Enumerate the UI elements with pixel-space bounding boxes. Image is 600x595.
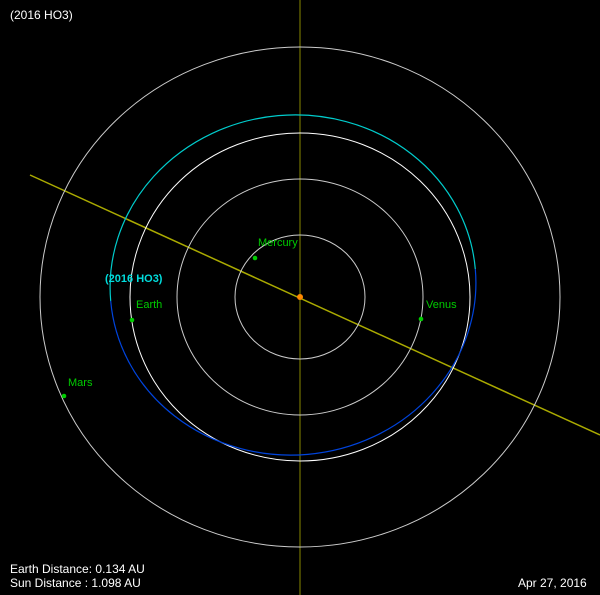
earth-distance-value: 0.134 AU	[95, 562, 144, 576]
title-label: (2016 HO3)	[10, 8, 73, 22]
planet-label-mercury: Mercury	[258, 237, 298, 249]
planet-marker-mars	[62, 394, 67, 399]
sun-distance-key: Sun Distance :	[10, 576, 88, 590]
asteroid-label: (2016 HO3)	[105, 273, 163, 285]
planet-label-venus: Venus	[426, 299, 457, 311]
sun-distance-value: 1.098 AU	[91, 576, 140, 590]
earth-distance-label: Earth Distance: 0.134 AU	[10, 562, 145, 576]
earth-distance-key: Earth Distance:	[10, 562, 92, 576]
sun-distance-label: Sun Distance : 1.098 AU	[10, 576, 141, 590]
date-label: Apr 27, 2016	[518, 576, 587, 590]
planet-label-mars: Mars	[68, 377, 93, 389]
planet-marker-earth	[130, 318, 135, 323]
orbit-diagram: Mercury Venus Earth Mars (2016 HO3)	[0, 0, 600, 595]
sun-marker	[297, 294, 303, 300]
planet-label-earth: Earth	[136, 299, 162, 311]
planet-marker-venus	[419, 317, 424, 322]
planet-marker-mercury	[253, 256, 258, 261]
